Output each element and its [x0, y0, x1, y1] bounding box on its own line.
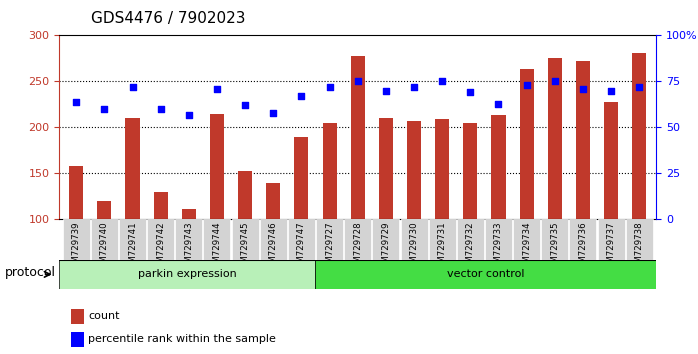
Text: GSM729747: GSM729747 [297, 222, 306, 274]
Bar [91, 219, 118, 260]
Bar [69, 166, 83, 312]
Text: GSM729729: GSM729729 [381, 222, 390, 274]
Bar [266, 183, 281, 312]
Text: GSM729741: GSM729741 [128, 222, 137, 274]
Bar [181, 209, 196, 312]
Bar [513, 219, 540, 260]
Bar [456, 219, 484, 260]
Point [268, 110, 279, 115]
Point [70, 99, 82, 104]
Point [239, 103, 251, 108]
Bar [203, 219, 230, 260]
Text: GSM729728: GSM729728 [353, 222, 362, 274]
Point [352, 79, 363, 84]
Bar [71, 309, 84, 324]
Bar [429, 219, 456, 260]
Bar [597, 219, 625, 260]
Bar [350, 56, 365, 312]
Text: GSM729740: GSM729740 [100, 222, 109, 274]
Text: GSM729738: GSM729738 [634, 222, 644, 274]
Bar [260, 219, 287, 260]
Point [155, 106, 166, 112]
Point [324, 84, 335, 90]
Bar [604, 102, 618, 312]
Bar [632, 53, 646, 312]
Bar [59, 260, 315, 289]
Text: GSM729736: GSM729736 [579, 222, 588, 274]
Bar [288, 219, 315, 260]
Text: GSM729735: GSM729735 [550, 222, 559, 274]
Point [634, 84, 645, 90]
Text: parkin expression: parkin expression [138, 269, 237, 279]
Point [521, 82, 532, 88]
Text: GSM729727: GSM729727 [325, 222, 334, 274]
Bar [315, 260, 656, 289]
Point [99, 106, 110, 112]
Text: GSM729737: GSM729737 [607, 222, 616, 274]
Bar [570, 219, 596, 260]
Bar [372, 219, 399, 260]
Point [380, 88, 392, 93]
Bar [519, 69, 534, 312]
Bar [238, 171, 252, 312]
Text: GDS4476 / 7902023: GDS4476 / 7902023 [91, 11, 245, 25]
Bar [401, 219, 428, 260]
Bar [344, 219, 371, 260]
Text: GSM729746: GSM729746 [269, 222, 278, 274]
Bar [463, 123, 477, 312]
Text: GSM729731: GSM729731 [438, 222, 447, 274]
Text: GSM729744: GSM729744 [212, 222, 221, 274]
Bar [548, 58, 562, 312]
Text: GSM729743: GSM729743 [184, 222, 193, 274]
Bar [316, 219, 343, 260]
Text: GSM729745: GSM729745 [241, 222, 250, 274]
Bar [295, 137, 309, 312]
Text: vector control: vector control [447, 269, 524, 279]
Bar [147, 219, 174, 260]
Text: percentile rank within the sample: percentile rank within the sample [88, 335, 276, 344]
Bar [126, 118, 140, 312]
Point [493, 101, 504, 106]
Bar [407, 121, 421, 312]
Bar [210, 114, 224, 312]
Point [211, 86, 223, 92]
Text: GSM729730: GSM729730 [410, 222, 419, 274]
Bar [175, 219, 202, 260]
Point [549, 79, 560, 84]
Bar [154, 192, 168, 312]
Point [296, 93, 307, 99]
Bar [491, 115, 505, 312]
Point [127, 84, 138, 90]
Bar [232, 219, 259, 260]
Point [408, 84, 419, 90]
Text: GSM729732: GSM729732 [466, 222, 475, 274]
Bar [435, 119, 450, 312]
Bar [379, 118, 393, 312]
Bar [485, 219, 512, 260]
Bar [541, 219, 568, 260]
Bar [625, 219, 653, 260]
Bar [63, 219, 90, 260]
Bar [71, 332, 84, 347]
Text: protocol: protocol [5, 267, 56, 279]
Text: GSM729742: GSM729742 [156, 222, 165, 274]
Point [577, 86, 588, 92]
Point [184, 112, 195, 118]
Bar [97, 201, 112, 312]
Bar [576, 61, 590, 312]
Text: GSM729733: GSM729733 [494, 222, 503, 274]
Text: GSM729734: GSM729734 [522, 222, 531, 274]
Bar [119, 219, 146, 260]
Point [436, 79, 447, 84]
Text: count: count [88, 312, 119, 321]
Bar [322, 123, 336, 312]
Text: GSM729739: GSM729739 [72, 222, 81, 274]
Point [465, 90, 476, 95]
Point [605, 88, 616, 93]
